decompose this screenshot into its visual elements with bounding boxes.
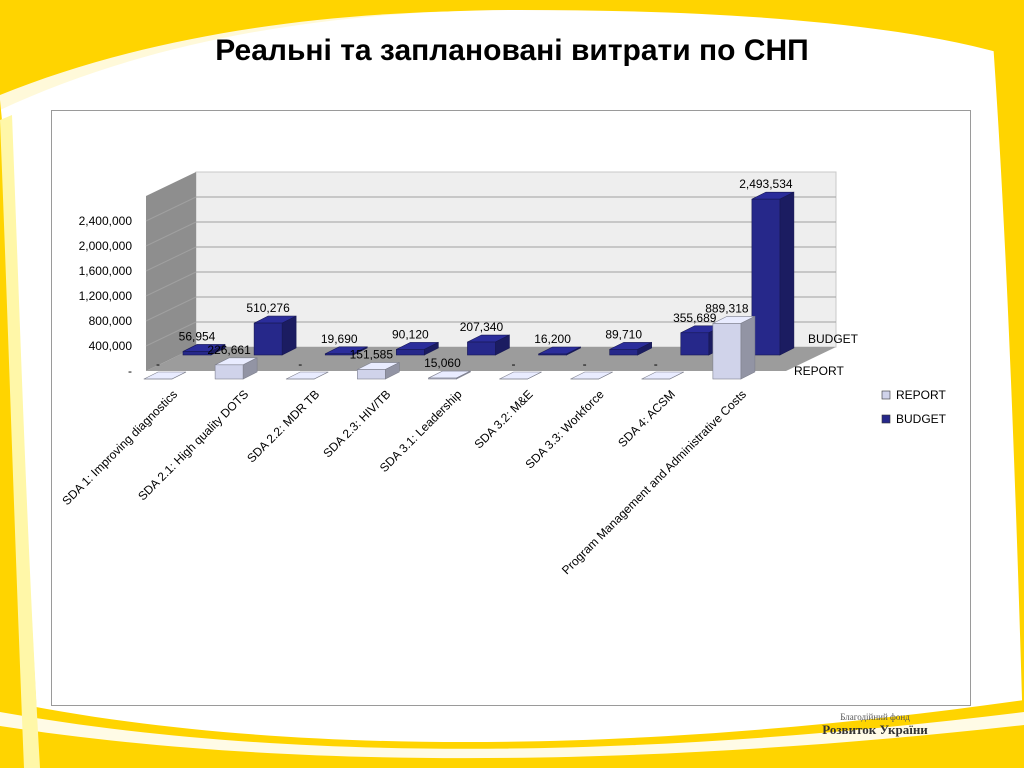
budget-data-label: 89,710 bbox=[605, 327, 642, 341]
y-tick-label: 800,000 bbox=[89, 314, 133, 328]
y-tick-label: 1,600,000 bbox=[79, 264, 133, 278]
gridline-side bbox=[145, 271, 197, 297]
budget-bar bbox=[680, 332, 710, 356]
budget-bar bbox=[751, 198, 781, 356]
budget-bar bbox=[324, 353, 354, 356]
report-data-label: 15,060 bbox=[424, 356, 461, 370]
report-bar bbox=[428, 377, 457, 380]
depth-axis-label: BUDGET bbox=[808, 332, 859, 346]
x-category-label: SDA 4: ACSM bbox=[615, 387, 678, 450]
budget-bar bbox=[253, 322, 283, 356]
report-data-label: - bbox=[654, 357, 658, 371]
budget-data-label: 19,690 bbox=[321, 332, 358, 346]
white-swoosh-top bbox=[0, 10, 1024, 115]
chart-side-wall bbox=[146, 172, 196, 371]
budget-bar bbox=[467, 341, 496, 356]
y-tick-label: 400,000 bbox=[89, 339, 133, 353]
budget-data-label: 56,954 bbox=[179, 329, 216, 343]
report-bar-side bbox=[740, 315, 756, 380]
report-data-label: 889,318 bbox=[705, 301, 749, 315]
gridline-side bbox=[145, 196, 197, 222]
report-data-label: - bbox=[512, 357, 516, 371]
report-bar-top bbox=[499, 371, 542, 380]
x-category-label: SDA 1: Improving diagnostics bbox=[59, 387, 180, 508]
report-data-label: 151,585 bbox=[350, 348, 394, 362]
report-bar-top bbox=[143, 371, 187, 380]
budget-bar-side bbox=[779, 191, 795, 356]
report-bar-side bbox=[171, 371, 187, 380]
yellow-swoosh-top bbox=[0, 0, 1024, 110]
budget-data-label: 510,276 bbox=[246, 301, 290, 315]
gridline-side bbox=[145, 296, 197, 322]
report-bar-top bbox=[286, 371, 329, 380]
depth-axis-label: REPORT bbox=[794, 364, 844, 378]
report-bar bbox=[712, 323, 742, 380]
y-tick-label: - bbox=[128, 364, 132, 378]
legend-label-report: REPORT bbox=[896, 388, 946, 402]
budget-bar bbox=[182, 351, 212, 356]
report-bar-side bbox=[669, 371, 684, 380]
report-bar-side bbox=[527, 371, 542, 380]
budget-data-label: 90,120 bbox=[392, 327, 429, 341]
budget-bar-side bbox=[281, 315, 297, 356]
report-bar bbox=[214, 364, 244, 380]
report-data-label: 226,661 bbox=[207, 343, 251, 357]
bar-chart: - 400,000 800,000 1,200,000 1,600,000 2,000,0… bbox=[59, 171, 947, 577]
report-data-label: - bbox=[583, 357, 587, 371]
gridline-side bbox=[145, 321, 197, 347]
budget-bar bbox=[396, 349, 425, 356]
gridline-side bbox=[145, 246, 197, 272]
chart-frame: - 400,000 800,000 1,200,000 1,600,000 2,000,0… bbox=[51, 110, 971, 706]
gridline-side bbox=[145, 221, 197, 247]
foundation-logo: Благодійний фонд Розвиток України bbox=[810, 712, 940, 742]
budget-bar bbox=[609, 349, 638, 356]
white-swoosh-bottom bbox=[0, 712, 1024, 759]
y-tick-label: 2,000,000 bbox=[79, 239, 133, 253]
budget-data-label: 207,340 bbox=[460, 320, 504, 334]
report-data-label: - bbox=[298, 357, 302, 371]
slide-title: Реальні та заплановані витрати по СНП bbox=[215, 34, 809, 67]
y-tick-label: 1,200,000 bbox=[79, 289, 133, 303]
x-category-label: SDA 3.2: M&E bbox=[472, 387, 536, 451]
budget-data-label: 2,493,534 bbox=[739, 177, 793, 191]
logo-line-2: Розвиток України bbox=[822, 722, 928, 737]
report-data-label: - bbox=[156, 357, 160, 371]
budget-data-label: 16,200 bbox=[534, 332, 571, 346]
report-bar-side bbox=[598, 371, 613, 380]
x-category-label: SDA 2.3: HIV/TB bbox=[320, 387, 393, 460]
report-bar-top bbox=[570, 371, 613, 380]
budget-data-label: 355,689 bbox=[673, 311, 717, 325]
y-tick-label: 2,400,000 bbox=[79, 214, 133, 228]
light-yellow-band bbox=[0, 115, 40, 768]
legend-swatch-report bbox=[881, 390, 891, 400]
chart-floor bbox=[146, 347, 836, 371]
logo-line-1: Благодійний фонд bbox=[840, 712, 910, 722]
x-category-label: SDA 3.3: Workforce bbox=[523, 387, 607, 471]
legend-label-budget: BUDGET bbox=[896, 412, 947, 426]
report-bar-side bbox=[314, 371, 329, 380]
report-bar bbox=[357, 369, 386, 380]
yellow-swoosh-right bbox=[990, 0, 1024, 768]
budget-bar bbox=[538, 353, 567, 356]
x-category-label: SDA 2.2: MDR TB bbox=[244, 387, 322, 465]
legend-swatch-budget bbox=[881, 414, 891, 424]
report-bar-top bbox=[641, 371, 684, 380]
